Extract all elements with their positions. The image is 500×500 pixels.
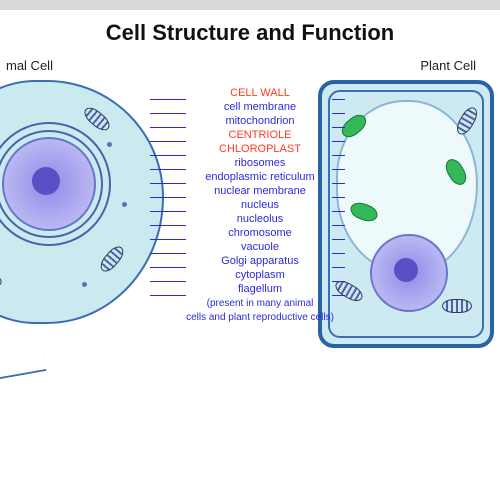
leader-line — [150, 113, 186, 114]
leader-line — [332, 99, 345, 100]
leader-line — [150, 197, 186, 198]
ribosome — [122, 202, 127, 207]
leader-line — [150, 127, 186, 128]
ribosome — [82, 282, 87, 287]
leader-line — [332, 225, 345, 226]
organelle-label: mitochondrion — [185, 114, 335, 128]
organelle-label: cytoplasm — [185, 268, 335, 282]
plant-cell-heading: Plant Cell — [420, 58, 476, 73]
organelle-label: endoplasmic reticulum — [185, 170, 335, 184]
leader-line — [150, 225, 186, 226]
leader-line — [332, 253, 345, 254]
leader-line — [332, 127, 345, 128]
leader-line — [332, 239, 345, 240]
animal-cell — [0, 80, 164, 324]
label-note: (present in many animal — [185, 298, 335, 310]
mitochondrion — [97, 243, 127, 275]
organelle-label: Golgi apparatus — [185, 254, 335, 268]
leader-line — [332, 183, 345, 184]
leader-line — [150, 211, 186, 212]
leader-line — [332, 155, 345, 156]
organelle-label: vacuole — [185, 240, 335, 254]
leader-line — [332, 281, 345, 282]
organelle-label: cell membrane — [185, 100, 335, 114]
leader-line — [150, 267, 186, 268]
leader-line — [150, 183, 186, 184]
leader-line — [332, 169, 345, 170]
organelle-label: nucleolus — [185, 212, 335, 226]
leader-line — [150, 141, 186, 142]
leader-line — [150, 253, 186, 254]
organelle-label-column: CELL WALLcell membranemitochondrionCENTR… — [185, 86, 335, 324]
leader-line — [332, 295, 345, 296]
organelle-label: CENTRIOLE — [185, 128, 335, 142]
window-titlebar — [0, 0, 500, 10]
organelle-label: ribosomes — [185, 156, 335, 170]
leader-line — [150, 281, 186, 282]
label-note: cells and plant reproductive cells) — [185, 312, 335, 324]
leader-line — [332, 141, 345, 142]
leader-line — [332, 211, 345, 212]
diagram-frame: Cell Structure and Function mal Cell Pla… — [0, 0, 500, 500]
organelle-label: CELL WALL — [185, 86, 335, 100]
mitochondrion — [0, 268, 3, 289]
leader-line — [332, 197, 345, 198]
leader-line — [150, 169, 186, 170]
plant-cell — [318, 80, 494, 348]
leader-line — [150, 155, 186, 156]
plant-nucleolus — [394, 258, 418, 282]
organelle-label: flagellum — [185, 282, 335, 296]
organelle-label: nuclear membrane — [185, 184, 335, 198]
ribosome — [107, 142, 112, 147]
mitochondrion — [81, 104, 113, 134]
leader-line — [150, 295, 186, 296]
leader-line — [150, 239, 186, 240]
organelle-label: chromosome — [185, 226, 335, 240]
mitochondrion — [442, 299, 472, 313]
organelle-label: nucleus — [185, 198, 335, 212]
leader-line — [332, 113, 345, 114]
page-title: Cell Structure and Function — [0, 20, 500, 46]
organelle-label: CHLOROPLAST — [185, 142, 335, 156]
endoplasmic-reticulum — [0, 130, 103, 238]
animal-cell-heading: mal Cell — [6, 58, 53, 73]
cell-diagram-area: CELL WALLcell membranemitochondrionCENTR… — [0, 80, 500, 390]
leader-line — [150, 99, 186, 100]
leader-line — [332, 267, 345, 268]
